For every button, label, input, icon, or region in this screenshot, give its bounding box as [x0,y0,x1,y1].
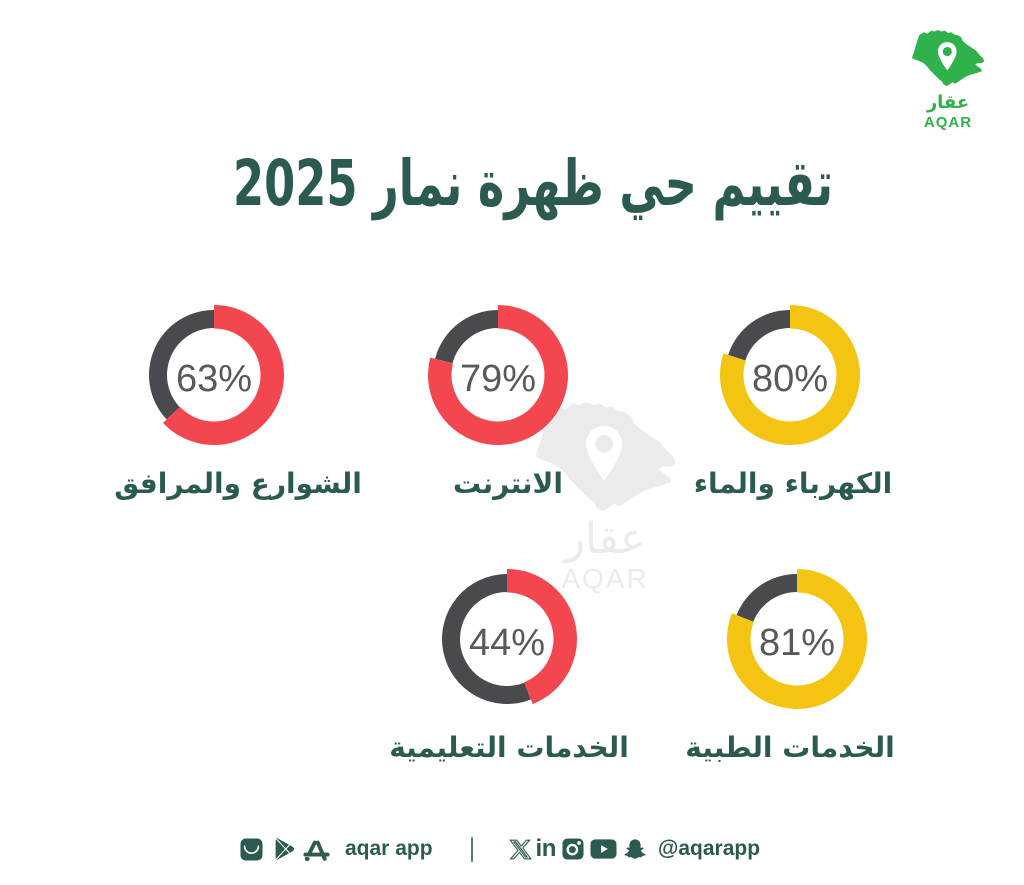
donut-label: الخدمات التعليمية [389,731,629,764]
donut-ring [720,305,861,445]
donut-value-arc [720,305,861,445]
brand-name-latin: AQAR [923,114,973,131]
donut-chart-educational-services: 44% الخدمات التعليمية [389,564,629,774]
snapchat-icon[interactable] [623,837,647,861]
donut-ring [442,569,577,705]
donut-value-arc [162,305,284,445]
donut-label: الشوارع والمرافق [114,467,362,500]
donut-value-arc [507,569,577,705]
donut-track-arc [442,574,531,704]
brand-name-arabic: عقار [926,92,970,113]
saudi-arabia-map-pin-icon [911,30,985,86]
x-twitter-icon[interactable] [508,838,532,861]
brand-watermark: عقار AQAR [505,402,705,594]
donut-ring [428,305,569,445]
donut-track-arc [435,310,498,364]
watermark-name-arabic: عقار [564,514,646,564]
saudi-arabia-map-pin-watermark-icon [534,402,676,511]
google-play-icon[interactable] [272,837,296,861]
donut-track-arc [728,310,790,361]
donut-label: الكهرباء والماء [693,467,893,500]
donut-value-text: 44% [468,622,546,664]
donut-chart-streets-facilities: 63% الشوارع والمرافق [114,300,362,510]
donut-track-arc [148,310,214,420]
donut-ring [727,569,868,709]
donut-value-arc [428,305,569,445]
footer-bar: aqar app in @aqarapp [240,834,760,864]
donut-value-text: 63% [175,358,253,400]
apple-app-store-icon[interactable] [303,840,330,862]
youtube-icon[interactable] [590,838,617,860]
donut-value-text: 79% [459,358,537,400]
brand-logo: عقار AQAR [898,30,998,131]
donut-ring [148,305,284,445]
donut-label: الانترنت [453,467,563,500]
donut-value-text: 81% [758,622,836,664]
donut-chart-electricity-water: 80% الكهرباء والماء [694,300,892,510]
donut-label: الخدمات الطبية [685,731,895,764]
linkedin-icon[interactable]: in [535,835,557,862]
huawei-appgallery-icon[interactable] [240,837,263,861]
page-title: تقييم حي ظهرة نمار 2025 [232,147,834,220]
instagram-icon[interactable] [562,838,584,860]
donut-value-text: 80% [751,358,829,400]
donut-chart-internet: 79% الانترنت [413,300,583,510]
donut-track-arc [736,574,797,622]
separator-bar [470,836,473,862]
donut-value-arc [727,569,868,709]
social-handle-text: @aqarapp [657,837,761,860]
app-name-text: aqar app [345,837,433,860]
watermark-name-latin: AQAR [561,563,649,594]
donut-chart-medical-services: 81% الخدمات الطبية [685,564,895,774]
